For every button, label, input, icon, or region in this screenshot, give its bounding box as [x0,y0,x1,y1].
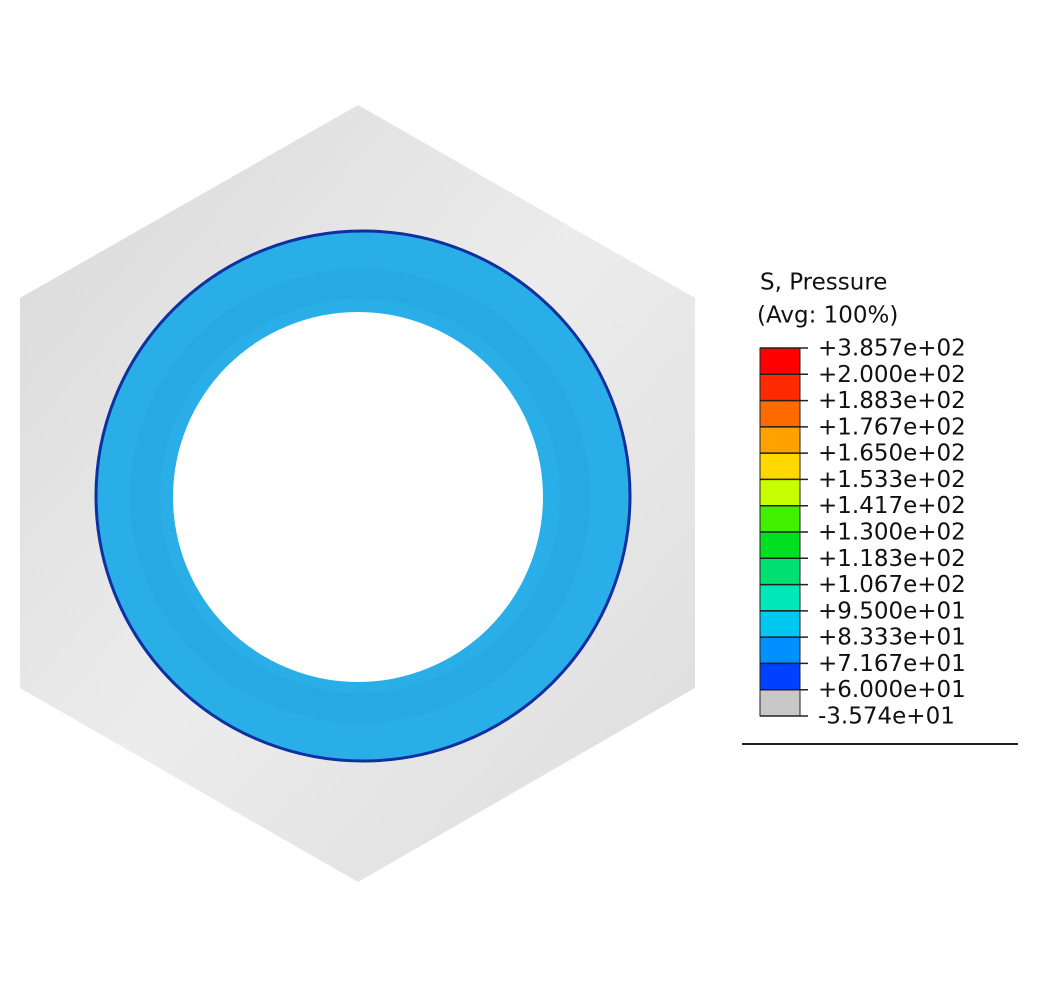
color-bin [759,426,801,454]
legend-title: S, Pressure [760,270,887,296]
legend-label: +1.883e+02 [818,388,966,414]
color-bin [759,662,801,691]
legend-label: +1.650e+02 [818,441,966,467]
hole [173,312,543,682]
ring-shade [130,269,590,723]
legend-label: +1.067e+02 [818,572,966,598]
legend-label: +1.183e+02 [818,546,966,572]
color-bin [759,636,801,664]
color-bin [759,531,801,559]
color-bin [759,452,801,480]
legend-label: +1.417e+02 [818,493,966,519]
color-bin [759,505,801,533]
legend-subtitle: (Avg: 100%) [757,303,898,329]
legend-label: +6.000e+01 [818,677,966,703]
legend-label: +9.500e+01 [818,598,966,624]
legend-label: +8.333e+01 [818,625,966,651]
legend-label: +1.300e+02 [818,520,966,546]
color-bin [759,373,801,402]
legend-label: -3.574e+01 [818,704,955,730]
color-bin [759,610,801,638]
color-bin [759,400,801,428]
legend-label: +2.000e+02 [818,362,966,388]
color-bin [759,557,801,586]
legend-label: +1.533e+02 [818,467,966,493]
color-bin [759,584,801,612]
color-bin [759,689,801,717]
color-bin [759,478,801,507]
legend-label: +1.767e+02 [818,414,966,440]
legend-label: +3.857e+02 [818,336,966,362]
legend-label: +7.167e+01 [818,651,966,677]
color-bin [759,347,801,375]
